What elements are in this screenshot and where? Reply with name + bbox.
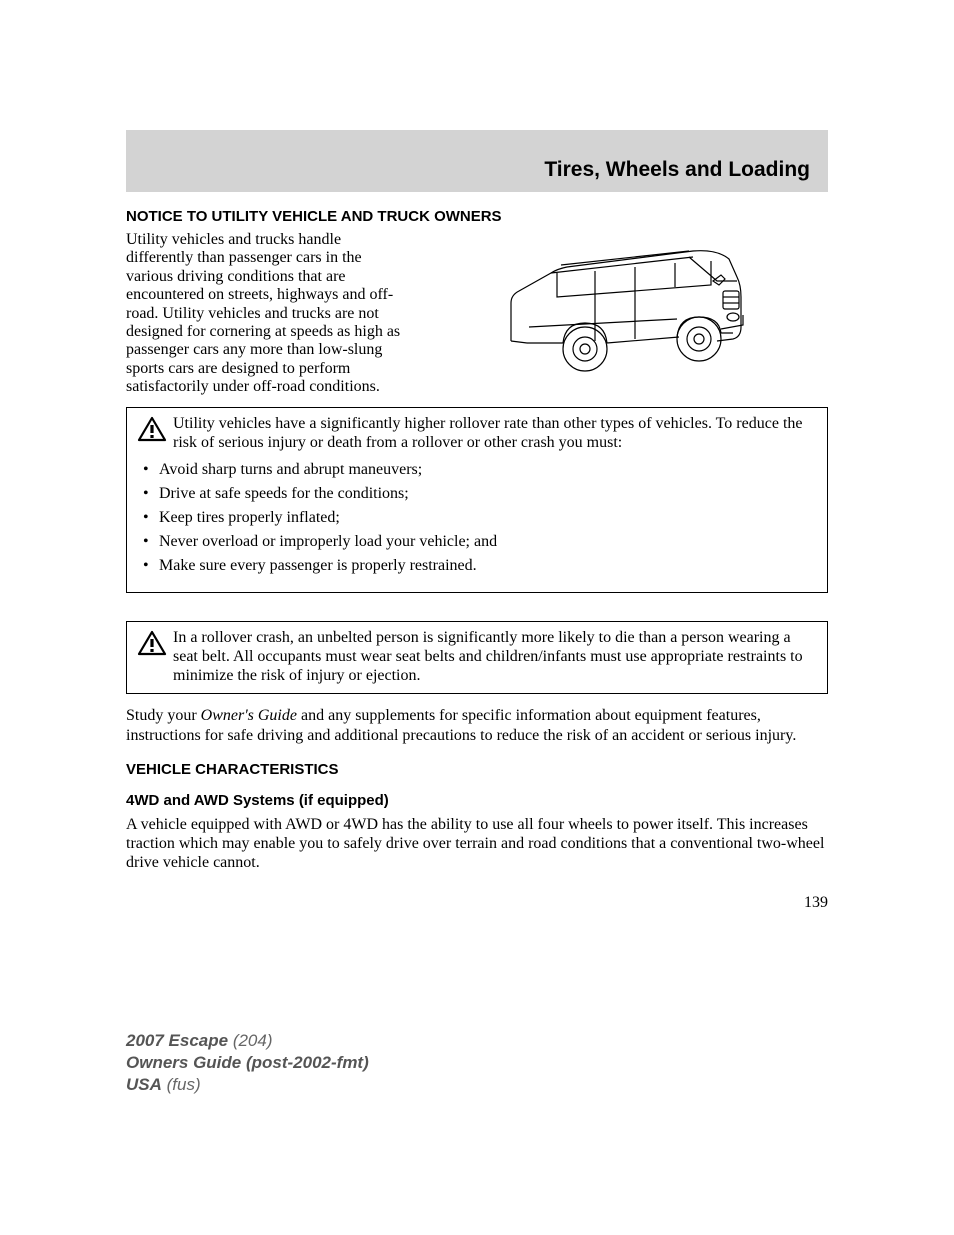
footer-fus: (fus)	[162, 1075, 201, 1094]
warning-box-rollover: Utility vehicles have a significantly hi…	[126, 407, 828, 593]
notice-heading: NOTICE TO UTILITY VEHICLE AND TRUCK OWNE…	[126, 208, 828, 225]
manual-page: Tires, Wheels and Loading NOTICE TO UTIL…	[126, 130, 828, 912]
warning-triangle-icon	[137, 416, 167, 447]
bullet-item: Avoid sharp turns and abrupt maneuvers;	[137, 458, 817, 482]
bullet-item: Keep tires properly inflated;	[137, 506, 817, 530]
bullet-item: Never overload or improperly load your v…	[137, 530, 817, 554]
warning-bullet-list: Avoid sharp turns and abrupt maneuvers; …	[137, 458, 817, 578]
section-header-bar: Tires, Wheels and Loading	[126, 130, 828, 192]
warning-seatbelt-text: In a rollover crash, an unbelted person …	[173, 628, 817, 686]
warning-rollover-text: Utility vehicles have a significantly hi…	[173, 414, 817, 452]
footer-line-3: USA (fus)	[126, 1074, 369, 1096]
warning-box-seatbelt: In a rollover crash, an unbelted person …	[126, 621, 828, 695]
page-number: 139	[126, 894, 828, 912]
study-paragraph: Study your Owner's Guide and any supplem…	[126, 706, 828, 744]
bullet-item: Make sure every passenger is properly re…	[137, 554, 817, 578]
footer-region: USA	[126, 1075, 162, 1094]
suv-illustration	[418, 231, 828, 397]
footer-block: 2007 Escape (204) Owners Guide (post-200…	[126, 1030, 369, 1096]
awd-subheading: 4WD and AWD Systems (if equipped)	[126, 792, 828, 809]
awd-paragraph: A vehicle equipped with AWD or 4WD has t…	[126, 815, 828, 873]
footer-code: (204)	[228, 1031, 272, 1050]
bullet-item: Drive at safe speeds for the conditions;	[137, 482, 817, 506]
characteristics-heading: VEHICLE CHARACTERISTICS	[126, 761, 828, 778]
intro-row: Utility vehicles and trucks handle diffe…	[126, 231, 828, 397]
suv-icon	[493, 231, 753, 386]
study-pre: Study your	[126, 707, 201, 724]
footer-line-1: 2007 Escape (204)	[126, 1030, 369, 1052]
section-title: Tires, Wheels and Loading	[144, 158, 810, 182]
owners-guide-italic: Owner's Guide	[201, 707, 297, 724]
warning-triangle-icon	[137, 630, 167, 661]
intro-paragraph: Utility vehicles and trucks handle diffe…	[126, 231, 406, 397]
footer-model: 2007 Escape	[126, 1031, 228, 1050]
footer-line-2: Owners Guide (post-2002-fmt)	[126, 1052, 369, 1074]
